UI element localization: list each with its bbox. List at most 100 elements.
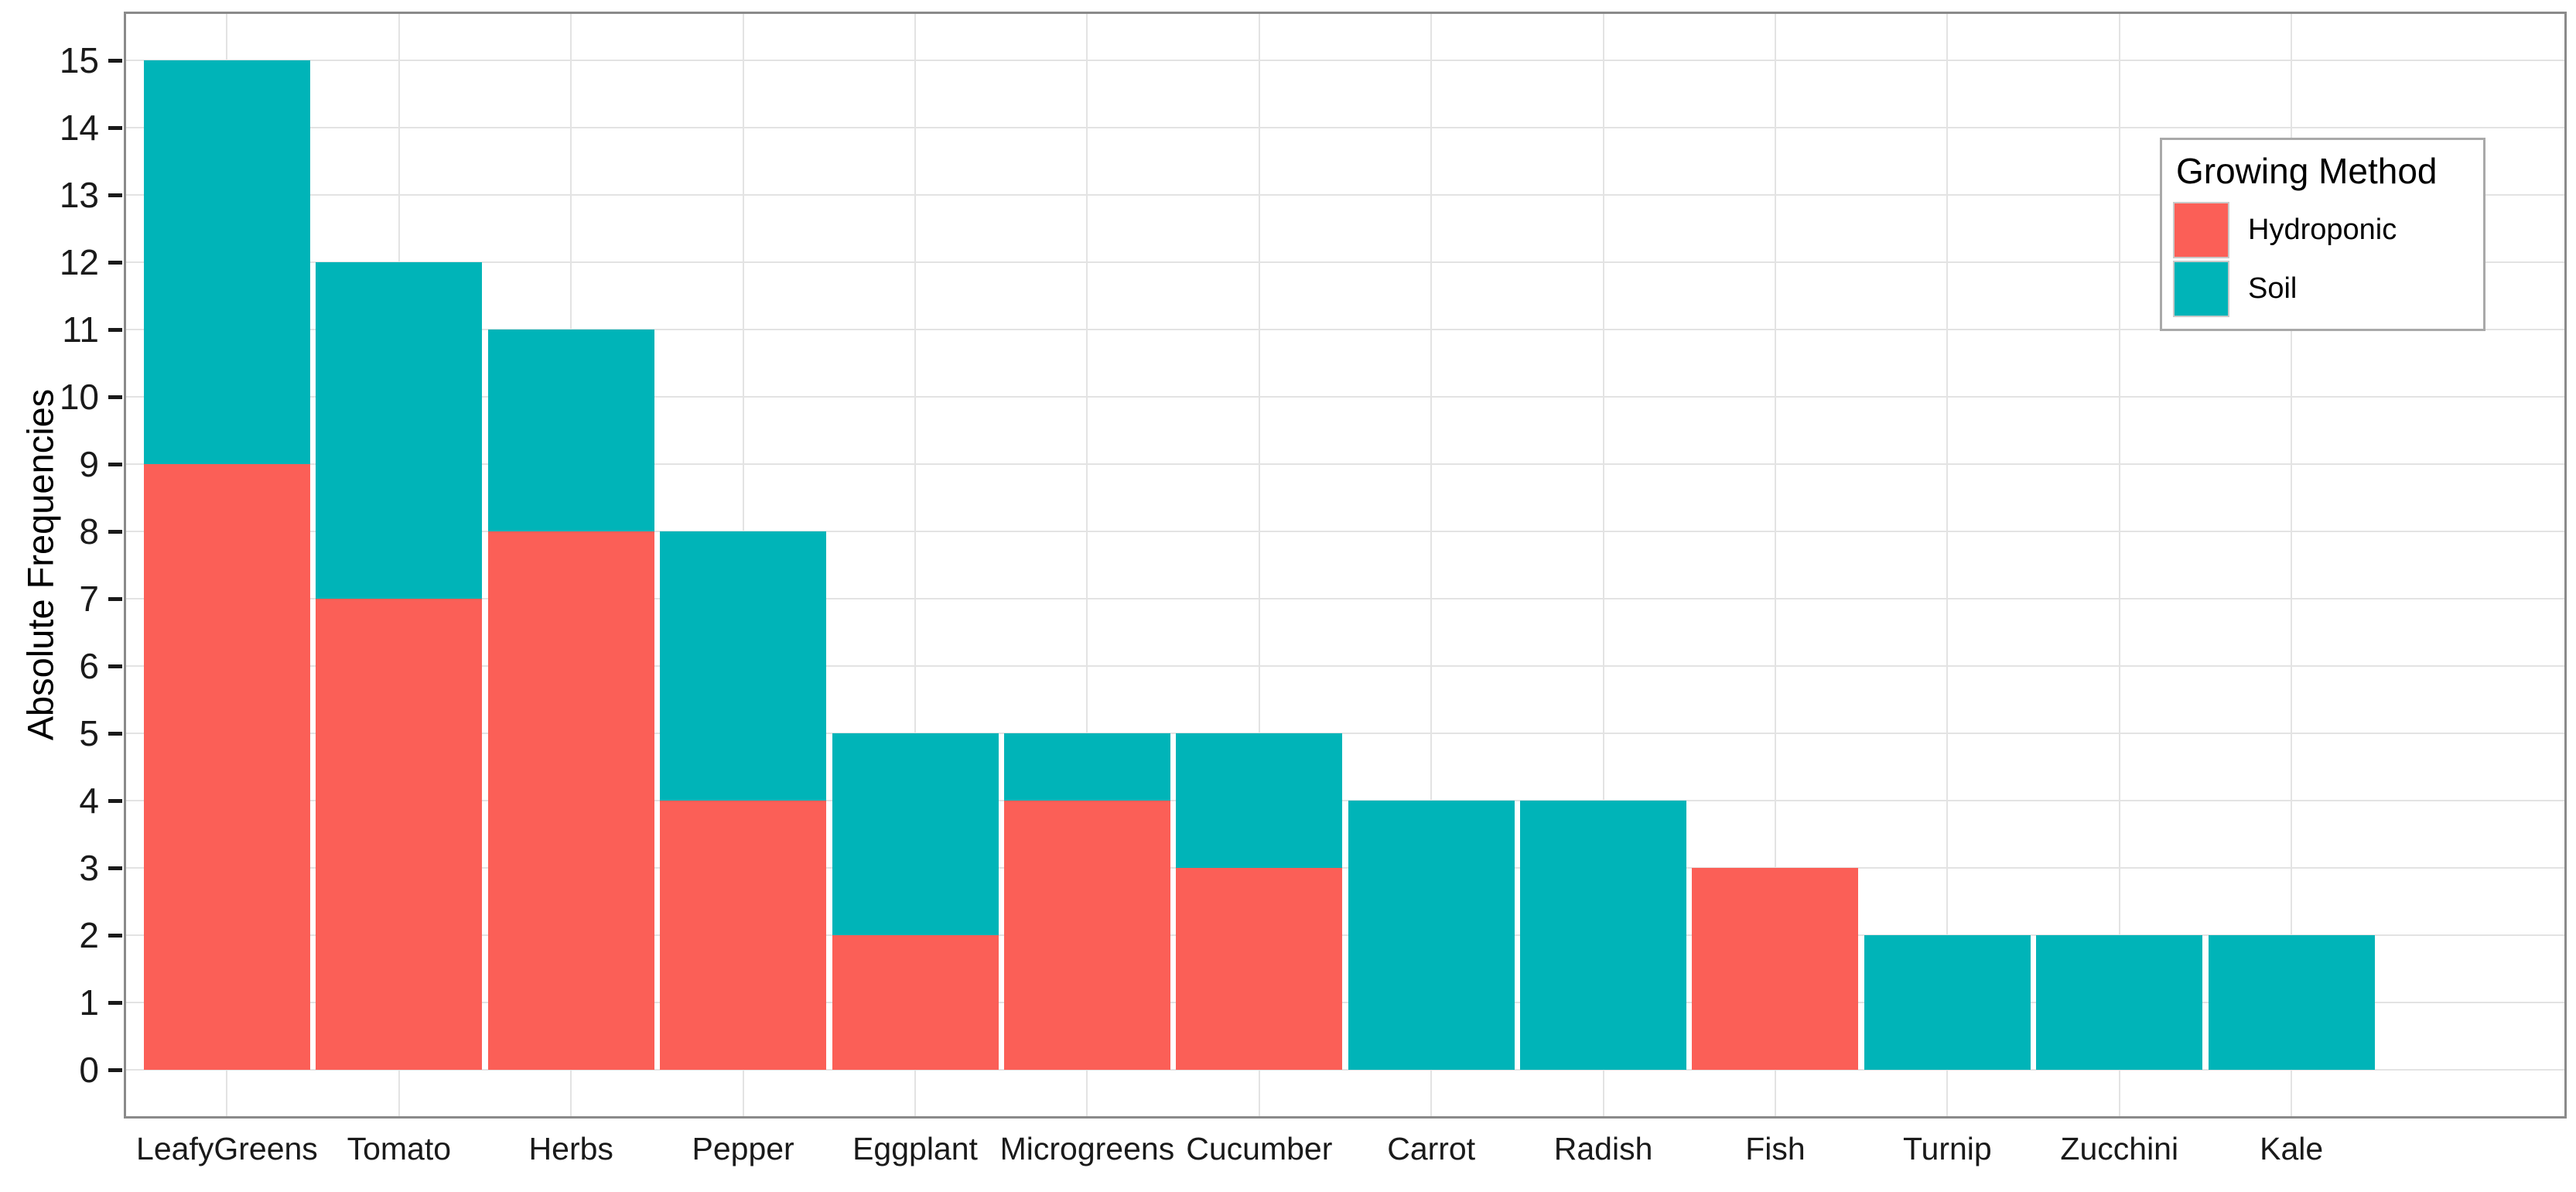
gridline-vertical [1086,12,1088,1119]
x-axis-category-label: Kale [2260,1131,2324,1166]
y-axis-tick [108,799,122,803]
bar-hydroponic-leafygreens [143,464,310,1070]
bar-soil-cucumber [1176,733,1343,868]
y-axis-tick [108,193,122,197]
y-axis-tick [108,934,122,938]
bar-soil-pepper [660,531,827,801]
bar-soil-carrot [1348,801,1515,1070]
x-axis-category-label: Zucchini [2060,1131,2179,1166]
gridline-horizontal [124,665,2567,667]
gridline-vertical [2291,12,2293,1119]
gridline-horizontal [124,463,2567,465]
gridline-vertical [1258,12,1260,1119]
bar-soil-microgreens [1003,733,1170,801]
y-axis-tick-label: 2 [79,915,99,955]
legend-item-hydroponic: Hydroponic [2173,200,2475,259]
y-axis-tick-label: 9 [79,444,99,484]
y-axis-tick [108,59,122,63]
x-axis-category-label: Turnip [1903,1131,1992,1166]
gridline-horizontal [124,329,2567,330]
gridline-horizontal [124,934,2567,936]
y-axis-tick [108,395,122,399]
y-axis-tick [108,1068,122,1072]
x-axis-category-label: LeafyGreens [136,1131,318,1166]
y-axis-tick-label: 8 [79,511,99,552]
y-axis-tick-label: 15 [59,40,99,80]
bar-soil-herbs [487,330,654,531]
gridline-horizontal [124,531,2567,532]
x-axis-category-label: Carrot [1387,1131,1476,1166]
x-axis-category-label: Tomato [347,1131,452,1166]
gridline-horizontal [124,261,2567,263]
legend-label-soil: Soil [2248,272,2298,305]
x-axis-category-label: Radish [1553,1131,1653,1166]
legend-swatch-soil-icon [2173,260,2229,317]
gridline-horizontal [124,800,2567,801]
gridline-horizontal [124,60,2567,61]
y-axis-tick-label: 4 [79,780,99,821]
y-axis-tick-label: 6 [79,646,99,686]
gridline-horizontal [124,396,2567,398]
gridline-vertical [1774,12,1776,1119]
bar-hydroponic-herbs [487,531,654,1070]
gridline-horizontal [124,867,2567,869]
y-axis-tick-label: 11 [62,309,99,350]
legend-item-soil: Soil [2173,259,2475,318]
x-axis-category-label: Cucumber [1186,1131,1333,1166]
plot-area [124,12,2567,1119]
bar-hydroponic-pepper [660,801,827,1070]
y-axis-tick-label: 12 [59,242,99,282]
y-axis-tick-label: 7 [79,579,99,619]
bar-soil-leafygreens [143,60,310,464]
gridline-vertical [1430,12,1433,1119]
legend: Growing Method Hydroponic Soil [2160,138,2485,331]
y-axis-tick [108,463,122,466]
y-axis-tick [108,530,122,534]
bar-hydroponic-tomato [316,599,483,1070]
bar-soil-radish [1520,801,1687,1070]
y-axis-tick-label: 10 [59,377,99,417]
x-axis-category-label: Microgreens [999,1131,1175,1166]
bar-hydroponic-cucumber [1176,868,1343,1070]
y-axis-tick [108,126,122,130]
y-axis-tick [108,664,122,668]
legend-swatch-hydroponic-icon [2173,201,2229,258]
y-axis-tick [108,597,122,601]
gridline-horizontal [124,1069,2567,1071]
x-axis-category-label: Pepper [692,1131,794,1166]
bar-soil-kale [2208,935,2375,1070]
y-axis-tick [108,732,122,736]
bar-soil-zucchini [2036,935,2203,1070]
bar-hydroponic-fish [1692,868,1859,1070]
legend-label-hydroponic: Hydroponic [2248,213,2397,246]
x-axis-category-label: Herbs [528,1131,613,1166]
y-axis-tick [108,261,122,265]
legend-title: Growing Method [2176,151,2438,191]
bar-soil-tomato [316,262,483,599]
x-axis-category-label: Eggplant [852,1131,978,1166]
gridline-vertical [1946,12,1949,1119]
y-axis-tick-label: 13 [59,175,99,215]
gridline-horizontal [124,127,2567,128]
bar-hydroponic-eggplant [832,935,999,1070]
y-axis-tick-label: 5 [79,713,99,753]
gridline-vertical [914,12,916,1119]
y-axis-tick-label: 3 [79,848,99,888]
y-axis-title: Absolute Frequencies [19,388,61,741]
y-axis-tick-label: 1 [79,982,99,1023]
gridline-horizontal [124,194,2567,196]
gridline-horizontal [124,733,2567,734]
x-axis-category-label: Fish [1745,1131,1806,1166]
y-axis-tick-label: 14 [59,108,99,148]
gridline-vertical [2118,12,2120,1119]
y-axis-tick [108,866,122,870]
bar-soil-eggplant [832,733,999,935]
gridline-horizontal [124,598,2567,599]
bar-soil-turnip [1864,935,2031,1070]
gridline-vertical [1602,12,1604,1119]
bar-hydroponic-microgreens [1003,801,1170,1070]
y-axis-tick [108,1001,122,1005]
gridline-horizontal [124,1002,2567,1003]
y-axis-tick-label: 0 [79,1050,99,1090]
